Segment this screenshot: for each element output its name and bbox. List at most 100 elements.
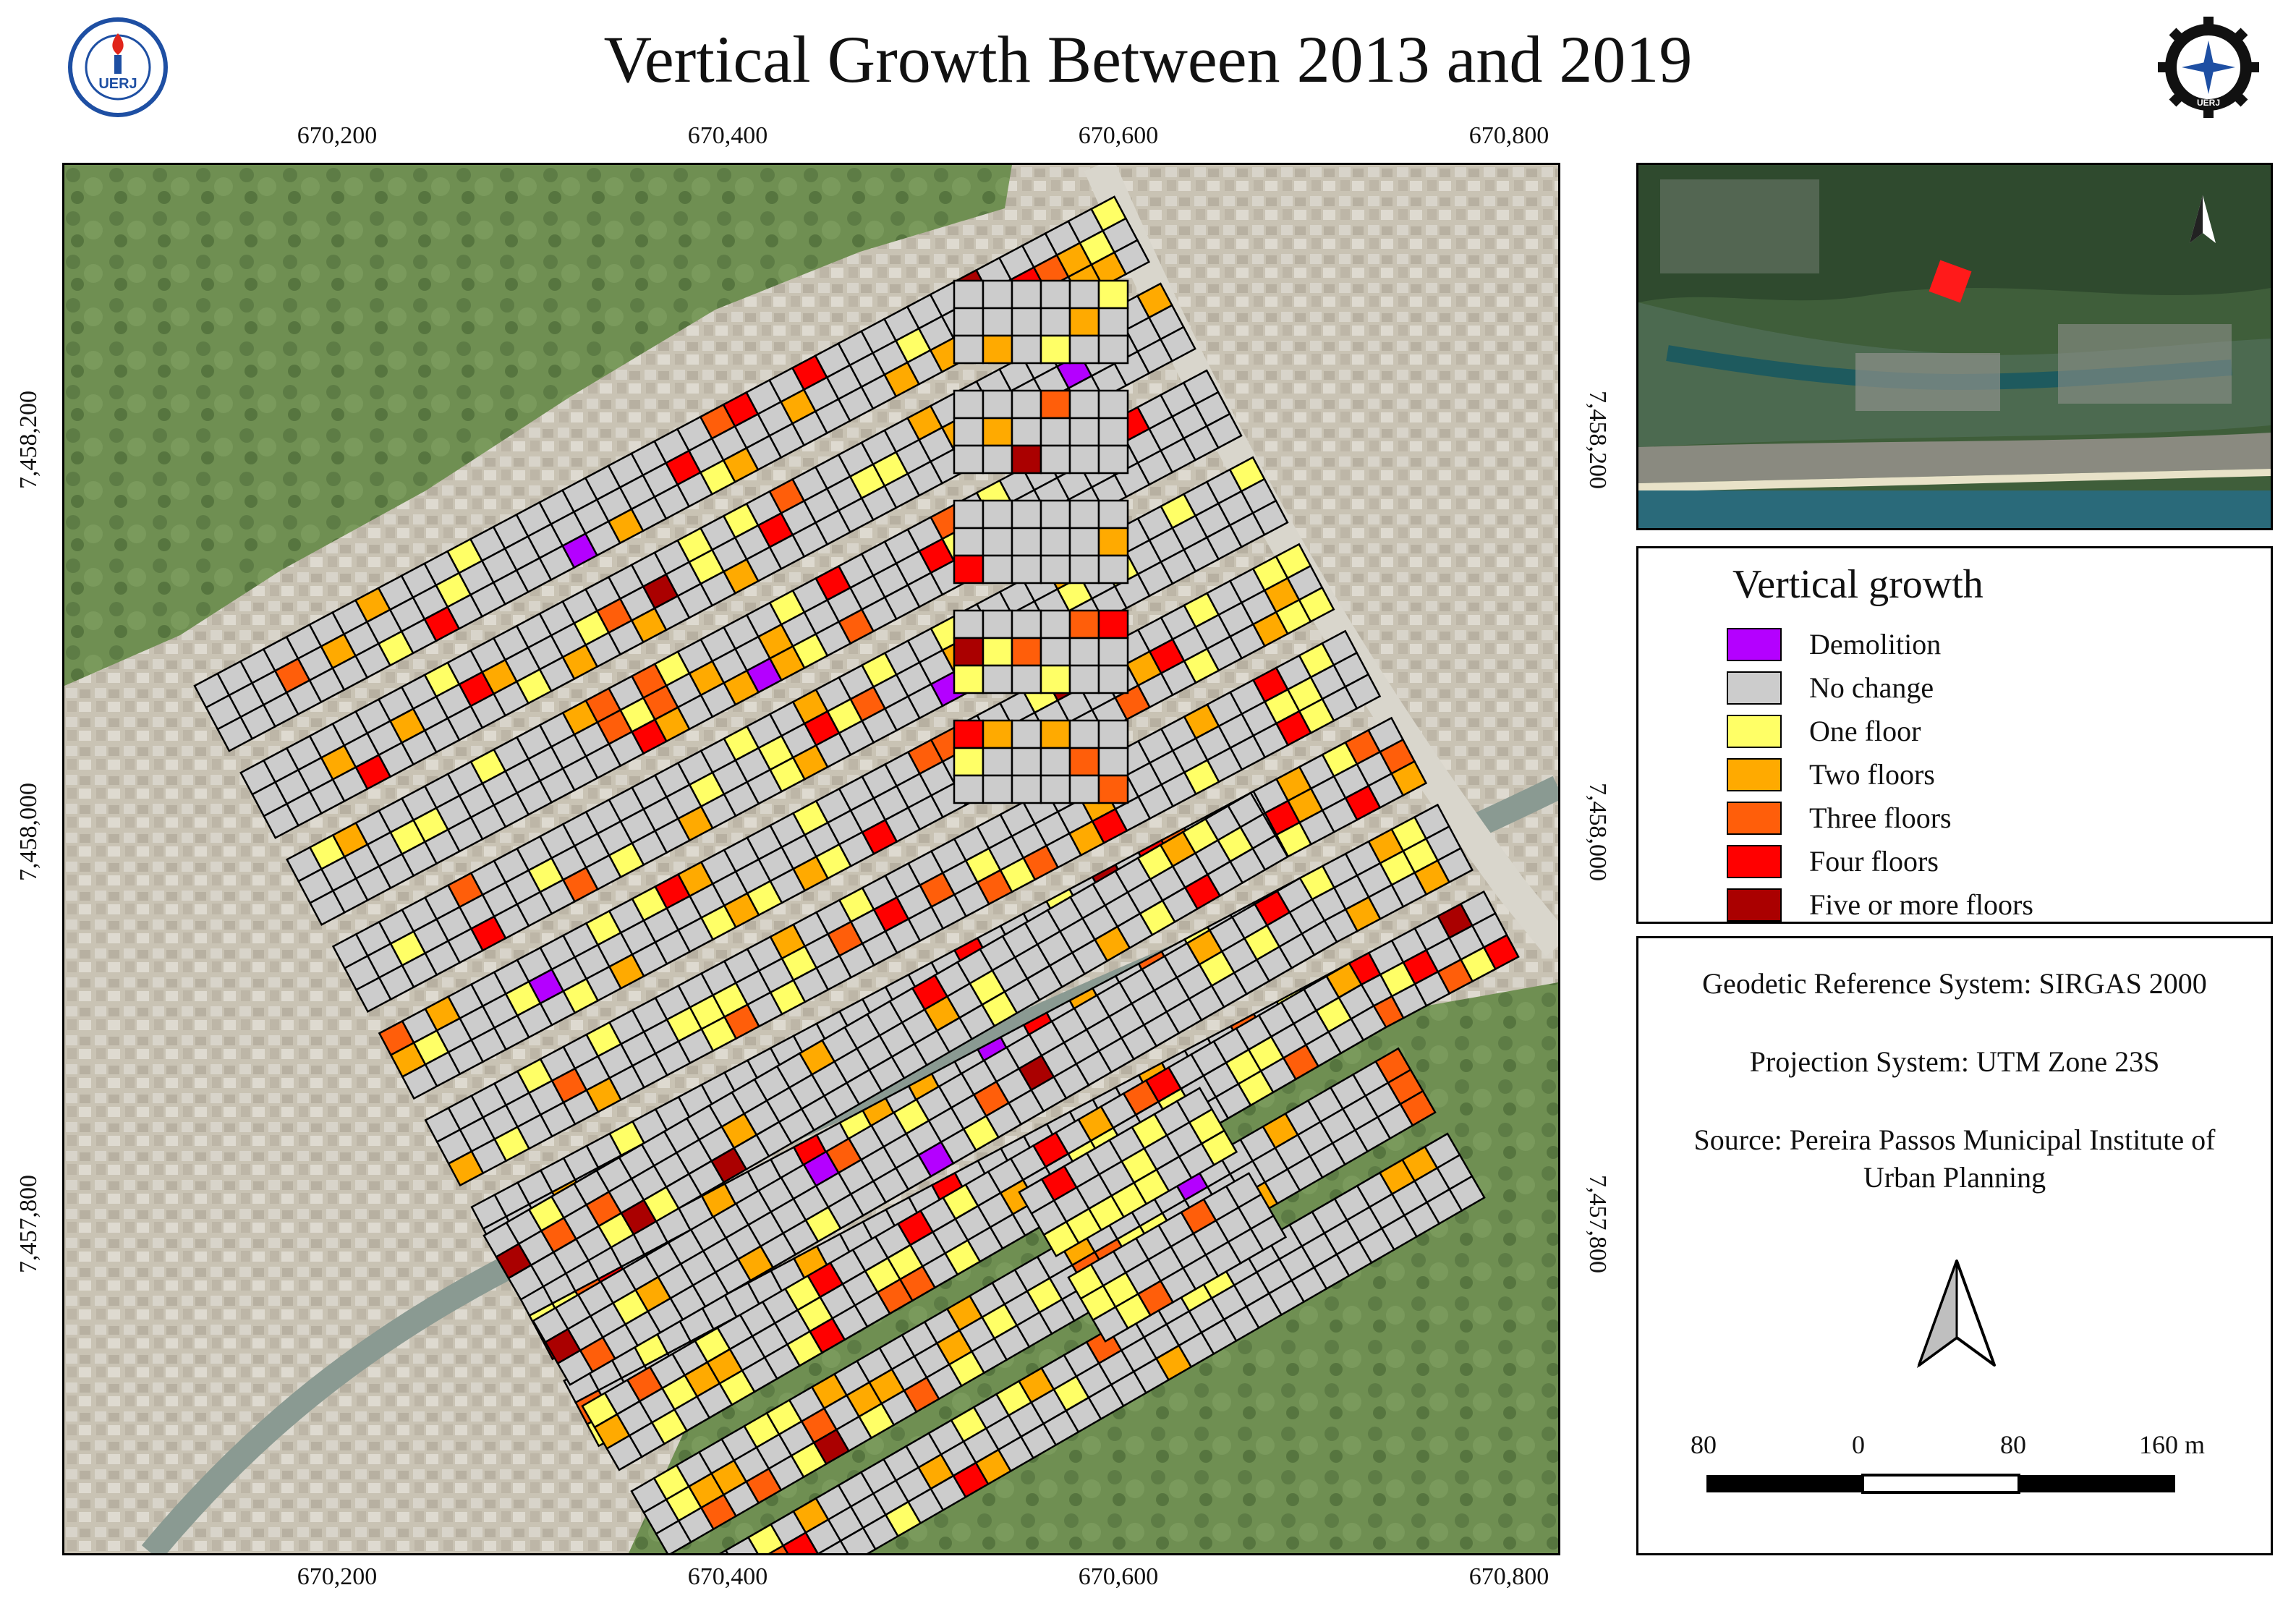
y-tick-left: 7,458,000: [15, 783, 42, 881]
scale-label: 80: [1691, 1430, 1717, 1459]
main-map[interactable]: [62, 163, 1560, 1555]
legend-item-four-floors: Four floors: [1727, 844, 1939, 880]
legend-label: No change: [1809, 671, 1934, 704]
building-footprint: [953, 444, 985, 475]
building-footprint: [1097, 774, 1129, 804]
building-footprint: [982, 637, 1013, 667]
y-tick-right: 7,458,200: [1584, 391, 1611, 489]
building-footprint: [953, 307, 985, 337]
building-footprint: [1344, 673, 1382, 710]
building-footprint: [1011, 334, 1042, 365]
building-footprint: [1011, 609, 1042, 640]
building-footprint: [1068, 719, 1100, 749]
legend-swatch: [1727, 628, 1782, 661]
building-footprint: [1097, 747, 1129, 777]
legend-swatch: [1727, 888, 1782, 922]
building-footprint: [1301, 919, 1338, 956]
building-footprint: [1436, 846, 1474, 884]
legend-swatch: [1727, 715, 1782, 748]
building-footprint: [982, 747, 1013, 777]
building-footprint: [1039, 637, 1071, 667]
building-footprint: [953, 279, 985, 310]
building-footprint: [953, 527, 985, 557]
building-footprint: [982, 609, 1013, 640]
x-tick-bottom: 670,600: [1078, 1563, 1159, 1590]
building-footprint: [1251, 834, 1289, 872]
map-canvas[interactable]: [64, 165, 1558, 1553]
building-footprint: [1039, 719, 1071, 749]
y-tick-left: 7,457,800: [15, 1175, 42, 1273]
legend-item-demolition: Demolition: [1727, 626, 1941, 663]
building-footprint: [1011, 637, 1042, 667]
north-arrow-icon: [1916, 1259, 1996, 1369]
building-footprint: [1249, 1214, 1288, 1252]
y-tick-left: 7,458,200: [15, 391, 42, 489]
inset-canvas: [1638, 165, 2271, 528]
x-tick-top: 670,400: [687, 122, 768, 149]
legend-swatch: [1727, 758, 1782, 791]
source-text-line-2: Urban Planning: [1863, 1161, 2046, 1194]
x-tick-bottom: 670,800: [1468, 1563, 1549, 1590]
building-footprint: [1011, 444, 1042, 475]
map-info-box: Geodetic Reference System: SIRGAS 2000 P…: [1636, 936, 2273, 1555]
cartographic-engineering-logo: UERJ: [2158, 17, 2259, 118]
building-footprint: [1011, 389, 1042, 420]
building-footprint: [1039, 554, 1071, 585]
scale-label: 160 m: [2139, 1430, 2206, 1459]
building-footprint: [953, 334, 985, 365]
study-area-marker: [1929, 260, 1972, 303]
legend-swatch: [1727, 671, 1782, 705]
building-footprint: [1011, 774, 1042, 804]
building-footprint: [1068, 444, 1100, 475]
building-footprint: [1097, 417, 1129, 447]
building-footprint: [953, 637, 985, 667]
building-footprint: [759, 1544, 797, 1553]
building-footprint: [982, 554, 1013, 585]
logo-label: UERJ: [2197, 98, 2220, 108]
building-footprint: [1011, 417, 1042, 447]
building-footprint: [1097, 554, 1129, 585]
x-tick-bottom: 670,200: [297, 1563, 378, 1590]
building-footprint: [1011, 747, 1042, 777]
building-footprint: [1068, 774, 1100, 804]
building-footprint: [1097, 527, 1129, 557]
logo-label: UERJ: [98, 76, 137, 92]
building-footprint: [953, 664, 985, 694]
district-northeast: [953, 279, 1129, 804]
building-footprint: [1039, 389, 1071, 420]
building-footprint: [1011, 664, 1042, 694]
building-footprint: [1298, 586, 1335, 623]
building-footprint: [1039, 664, 1071, 694]
legend-label: Four floors: [1809, 845, 1939, 878]
building-footprint: [1097, 389, 1129, 420]
building-footprint: [1011, 554, 1042, 585]
building-footprint: [1159, 326, 1196, 362]
legend-swatch: [1727, 845, 1782, 878]
legend: Vertical growth Demolition No change One…: [1636, 546, 2273, 924]
scale-label: 0: [1852, 1430, 1865, 1459]
location-inset-map[interactable]: [1636, 163, 2273, 530]
building-footprint: [1097, 664, 1129, 694]
building-footprint: [1011, 279, 1042, 310]
building-footprint: [1205, 412, 1243, 449]
building-footprint: [1039, 527, 1071, 557]
building-footprint: [953, 554, 985, 585]
building-footprint: [1097, 334, 1129, 365]
building-footprint: [1068, 747, 1100, 777]
building-footprints: [193, 195, 1520, 1553]
building-footprint: [1068, 527, 1100, 557]
map-title: Vertical Growth Between 2013 and 2019: [603, 22, 1693, 96]
building-footprint: [1068, 417, 1100, 447]
y-tick-right: 7,457,800: [1584, 1175, 1611, 1273]
legend-item-two-floors: Two floors: [1727, 757, 1935, 793]
building-footprint: [1068, 389, 1100, 420]
vegetation-area-north: [64, 165, 1012, 686]
building-footprint: [982, 417, 1013, 447]
y-tick-right: 7,458,000: [1584, 783, 1611, 881]
building-footprint: [953, 609, 985, 640]
building-footprint: [1039, 417, 1071, 447]
x-tick-bottom: 670,400: [687, 1563, 768, 1590]
building-footprint: [1039, 499, 1071, 530]
torch-flame-icon: [112, 33, 124, 55]
building-footprint: [1097, 444, 1129, 475]
